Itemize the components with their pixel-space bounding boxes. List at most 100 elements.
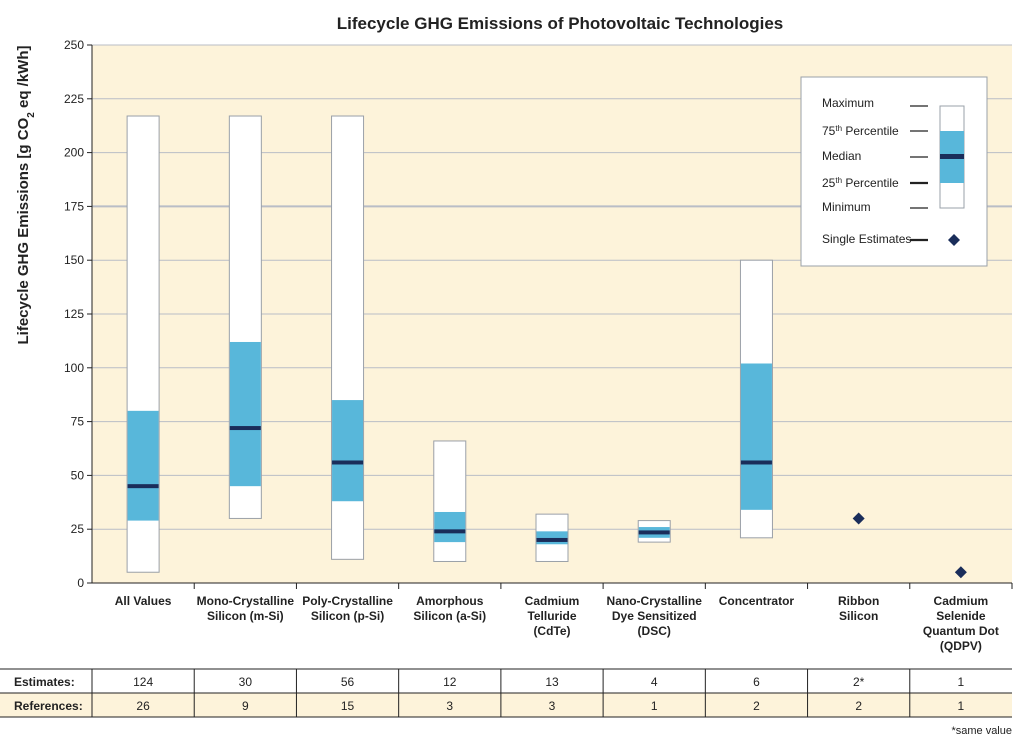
box-iqr [740,363,772,510]
box-iqr [229,341,261,487]
legend-25th-number: 25 [822,176,836,190]
category-label-line: Nano-Crystalline [607,594,703,608]
legend-75th-suffix: th [835,124,842,133]
estimates-cell: 6 [753,675,760,689]
y-axis-label: Lifecycle GHG Emissions [g CO2 eq /kWh] [15,46,37,345]
legend-median-label: Median [822,149,861,163]
legend-25th-suffix: th [835,176,842,185]
references-cell: 3 [446,699,453,713]
y-tick-label: 150 [64,253,84,267]
box-range [433,440,467,562]
box-median [536,537,568,542]
legend-25th-label: 25th Percentile [822,176,899,191]
box-median [332,460,364,465]
legend-75th-label: 75th Percentile [822,124,899,139]
y-axis: 0 25 50 75 100 125 150 175 200 225 250 [64,38,1013,590]
legend-median-swatch [940,154,964,159]
category-labels: All Values Mono-Crystalline Silicon (m-Si)… [115,594,999,653]
category-label-line: Selenide [936,609,986,623]
y-tick-label: 25 [71,522,85,536]
estimates-cell: 124 [133,675,153,689]
estimates-row-label: Estimates: [14,675,75,689]
y-tick-label: 100 [64,361,84,375]
y-tick-label: 250 [64,38,84,52]
estimates-cell: 30 [239,675,253,689]
legend-25th-word: Percentile [842,176,899,190]
y-axis-label-unit: eq /kWh] [15,46,32,113]
legend: Maximum 75th Percentile Median 25th Perc… [800,76,988,267]
y-tick-label: 175 [64,199,84,213]
category-label: Mono-Crystalline Silicon (m-Si) [197,594,295,623]
category-label-line: Silicon (a-Si) [413,609,486,623]
estimates-cell: 56 [341,675,355,689]
box-median [740,460,772,465]
single-estimate-marker [954,566,967,579]
y-tick-label: 125 [64,307,84,321]
references-cell: 26 [136,699,150,713]
y-tick-label: 75 [71,415,85,429]
references-row-label: References: [14,699,83,713]
category-label-line: Cadmium [934,594,989,608]
footnote: *same value [951,725,1012,737]
references-cell: 1 [651,699,658,713]
references-cell: 2 [855,699,862,713]
category-label: Poly-Crystalline Silicon (p-Si) [302,594,393,623]
references-row-bg [0,693,1012,717]
y-tick-label: 0 [77,576,84,590]
legend-single-label: Single Estimates [822,232,911,246]
references-cell: 15 [341,699,355,713]
category-label-line: All Values [115,594,172,608]
category-label-line: Concentrator [719,594,795,608]
category-label-line: Mono-Crystalline [197,594,295,608]
category-label: All Values [115,594,172,608]
y-tick-label: 225 [64,92,84,106]
category-label-line: Silicon [839,609,878,623]
references-cell: 3 [549,699,556,713]
category-label: Cadmium Telluride (CdTe) [525,594,580,638]
category-label-line: Quantum Dot [923,624,999,638]
single-estimate-marker [852,512,865,525]
category-label-line: Amorphous [416,594,484,608]
box-median [638,530,670,535]
category-label: Ribbon Silicon [838,594,879,623]
category-label-line: Dye Sensitized [612,609,697,623]
chart-title: Lifecycle GHG Emissions of Photovoltaic … [337,14,784,33]
box-iqr [332,400,364,502]
category-label-line: Poly-Crystalline [302,594,393,608]
y-tick-label: 200 [64,146,84,160]
counts-table: Estimates:References:124 30 56 12 13 4 6 2* 126 9… [0,668,1012,718]
category-label-line: (DSC) [638,624,671,638]
box-median [229,426,261,431]
category-label: Cadmium Selenide Quantum Dot (QDPV) [923,594,999,653]
references-cell: 2 [753,699,760,713]
references-cell: 1 [958,699,965,713]
references-cell: 9 [242,699,249,713]
estimates-cell: 4 [651,675,658,689]
category-label: Concentrator [719,594,795,608]
box-iqr [434,511,466,543]
legend-75th-number: 75 [822,124,836,138]
legend-single-estimate-marker [948,234,960,246]
y-tick-label: 50 [71,468,85,482]
category-label-line: (QDPV) [940,639,982,653]
category-label-line: Telluride [527,609,576,623]
box-series [126,115,967,579]
category-label-line: Silicon (m-Si) [207,609,284,623]
estimates-cell: 2* [853,675,865,689]
legend-75th-word: Percentile [842,124,899,138]
estimates-cell: 1 [958,675,965,689]
category-label: Nano-Crystalline Dye Sensitized (DSC) [607,594,703,638]
category-label: Amorphous Silicon (a-Si) [413,594,486,623]
category-label-line: Cadmium [525,594,580,608]
legend-minimum-label: Minimum [822,200,871,214]
box-median [127,484,159,489]
category-label-line: (CdTe) [533,624,570,638]
legend-maximum-label: Maximum [822,96,874,110]
estimates-cell: 13 [545,675,559,689]
y-axis-label-main: Lifecycle GHG Emissions [g CO [15,117,32,344]
category-label-line: Ribbon [838,594,879,608]
estimates-cell: 12 [443,675,457,689]
box-median [434,529,466,534]
category-label-line: Silicon (p-Si) [311,609,384,623]
